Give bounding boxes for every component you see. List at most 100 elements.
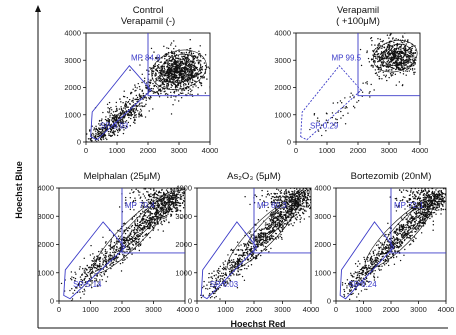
- event-dot: [104, 248, 107, 251]
- event-dot: [187, 89, 190, 92]
- event-dot: [292, 197, 294, 199]
- event-dot: [186, 200, 187, 201]
- event-dot: [241, 254, 243, 257]
- event-dot: [145, 85, 147, 87]
- event-dot: [372, 66, 374, 68]
- x-tick-label: 4000: [438, 305, 455, 314]
- event-dot: [147, 211, 149, 213]
- event-dot: [277, 223, 279, 226]
- event-dot: [146, 199, 148, 202]
- event-dot: [409, 61, 411, 63]
- event-dot: [112, 251, 114, 254]
- event-dot: [135, 240, 138, 243]
- event-dot: [153, 188, 155, 190]
- event-dot: [413, 71, 415, 74]
- event-dot: [266, 235, 268, 237]
- event-dot: [176, 57, 179, 60]
- event-dot: [81, 279, 84, 282]
- event-dot: [113, 117, 116, 120]
- event-dot: [213, 297, 216, 299]
- event-dot: [94, 280, 96, 282]
- event-dot: [137, 238, 140, 241]
- event-dot: [130, 226, 133, 228]
- event-dot: [393, 61, 395, 64]
- event-dot: [75, 273, 77, 275]
- event-dot: [139, 111, 141, 113]
- event-dot: [362, 82, 364, 84]
- event-dot: [247, 246, 249, 249]
- event-dot: [149, 221, 151, 224]
- event-dot: [148, 81, 151, 84]
- event-dot: [157, 194, 159, 197]
- event-dot: [170, 188, 172, 190]
- event-dot: [139, 216, 141, 218]
- event-dot: [193, 60, 195, 62]
- event-dot: [113, 259, 116, 261]
- event-dot: [115, 101, 118, 104]
- event-dot: [99, 130, 101, 133]
- event-dot: [98, 132, 100, 135]
- event-dot: [199, 56, 202, 58]
- event-dot: [136, 230, 139, 232]
- event-dot: [151, 218, 154, 220]
- event-dot: [164, 90, 166, 92]
- event-dot: [88, 266, 90, 268]
- event-dot: [156, 221, 158, 223]
- event-dot: [180, 75, 183, 77]
- event-dot: [150, 195, 152, 198]
- event-dot: [120, 113, 122, 116]
- event-dot: [102, 111, 104, 114]
- event-dot: [321, 195, 322, 196]
- event-dot: [325, 112, 328, 114]
- event-dot: [175, 197, 177, 200]
- event-dot: [401, 59, 403, 61]
- event-dot: [160, 69, 163, 72]
- event-dot: [103, 274, 106, 276]
- event-dot: [254, 239, 256, 242]
- event-dot: [187, 194, 188, 195]
- event-dot: [174, 204, 177, 207]
- event-dot: [378, 42, 381, 45]
- event-dot: [380, 55, 383, 57]
- event-dot: [163, 75, 165, 77]
- event-dot: [170, 69, 173, 72]
- density-contour: [160, 53, 201, 83]
- event-dot: [391, 66, 393, 69]
- y-tick-label: 0: [77, 138, 81, 147]
- event-dot: [101, 248, 103, 250]
- event-dot: [391, 38, 394, 40]
- event-dot: [396, 65, 398, 68]
- event-dot: [170, 82, 172, 84]
- event-dot: [148, 196, 151, 198]
- event-dot: [263, 201, 266, 203]
- event-dot: [186, 201, 187, 202]
- event-dot: [300, 207, 303, 210]
- event-dot: [294, 190, 296, 192]
- event-dot: [262, 243, 264, 245]
- event-dot: [391, 59, 394, 62]
- event-dot: [183, 191, 185, 193]
- event-dot: [129, 208, 132, 211]
- event-dot: [244, 196, 246, 198]
- event-dot: [384, 55, 387, 57]
- event-dot: [305, 206, 307, 208]
- event-dot: [147, 198, 150, 201]
- event-dot: [139, 232, 141, 235]
- event-dot: [119, 98, 121, 100]
- y-tick-label: 4000: [314, 184, 331, 193]
- event-dot: [393, 49, 396, 52]
- event-dot: [310, 200, 311, 202]
- event-dot: [102, 236, 104, 238]
- event-dot: [132, 97, 135, 99]
- event-dot: [105, 123, 107, 126]
- event-dot: [167, 188, 169, 189]
- event-dot: [134, 197, 136, 199]
- event-dot: [181, 88, 183, 91]
- event-dot: [161, 57, 163, 59]
- event-dot: [156, 90, 158, 93]
- event-dot: [110, 130, 113, 132]
- event-dot: [413, 57, 415, 59]
- event-dot: [283, 200, 286, 202]
- event-dot: [78, 282, 80, 284]
